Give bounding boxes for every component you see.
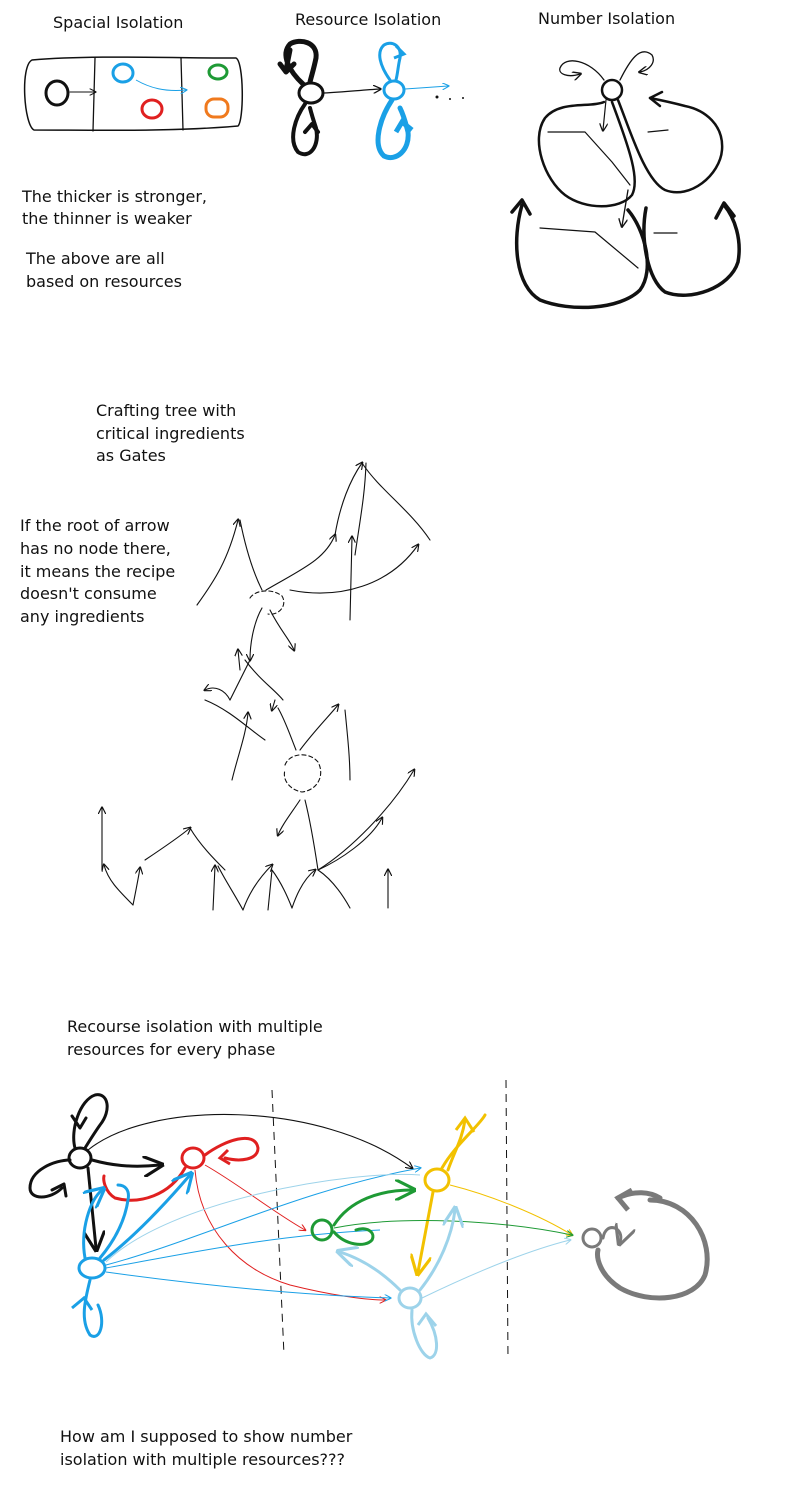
- resources-note-line-1: The above are all: [26, 249, 165, 268]
- multi-title-line-2: resources for every phase: [67, 1040, 276, 1059]
- resources-note-line-2: based on resources: [26, 272, 182, 291]
- question-line-2: isolation with multiple resources???: [60, 1450, 346, 1469]
- root-note-line-5: any ingredients: [20, 607, 145, 626]
- number-isolation-diagram: [510, 51, 741, 310]
- root-note-line-1: If the root of arrow: [20, 516, 170, 535]
- resource-isolation-label: Resource Isolation: [295, 10, 442, 29]
- green-node: [207, 63, 229, 81]
- resource-isolation-diagram: [277, 38, 464, 160]
- root-note-line-4: doesn't consume: [20, 584, 157, 603]
- crafting-title-line-2: critical ingredients: [96, 424, 245, 443]
- blue-node: [111, 62, 135, 84]
- crafting-title-line-3: as Gates: [96, 446, 166, 465]
- root-note-line-3: it means the recipe: [20, 562, 176, 581]
- multi-title-line-1: Recourse isolation with multiple: [67, 1017, 323, 1036]
- blue-arrow: [135, 79, 186, 91]
- thickness-note-line-1: The thicker is stronger,: [22, 187, 207, 206]
- thickness-note-line-2: the thinner is weaker: [22, 209, 192, 228]
- crafting-tree-diagram: [102, 463, 431, 911]
- black-node: [44, 79, 70, 107]
- multi-resource-diagram: [28, 1079, 710, 1361]
- crafting-title-line-1: Crafting tree with: [96, 401, 237, 420]
- orange-node: [204, 97, 230, 119]
- red-node: [140, 98, 164, 120]
- root-note-line-2: has no node there,: [20, 539, 171, 558]
- number-isolation-label: Number Isolation: [538, 9, 676, 28]
- question-line-1: How am I supposed to show number: [60, 1427, 353, 1446]
- spatial-isolation-label: Spacial Isolation: [53, 13, 184, 32]
- spatial-isolation-diagram: [23, 56, 244, 132]
